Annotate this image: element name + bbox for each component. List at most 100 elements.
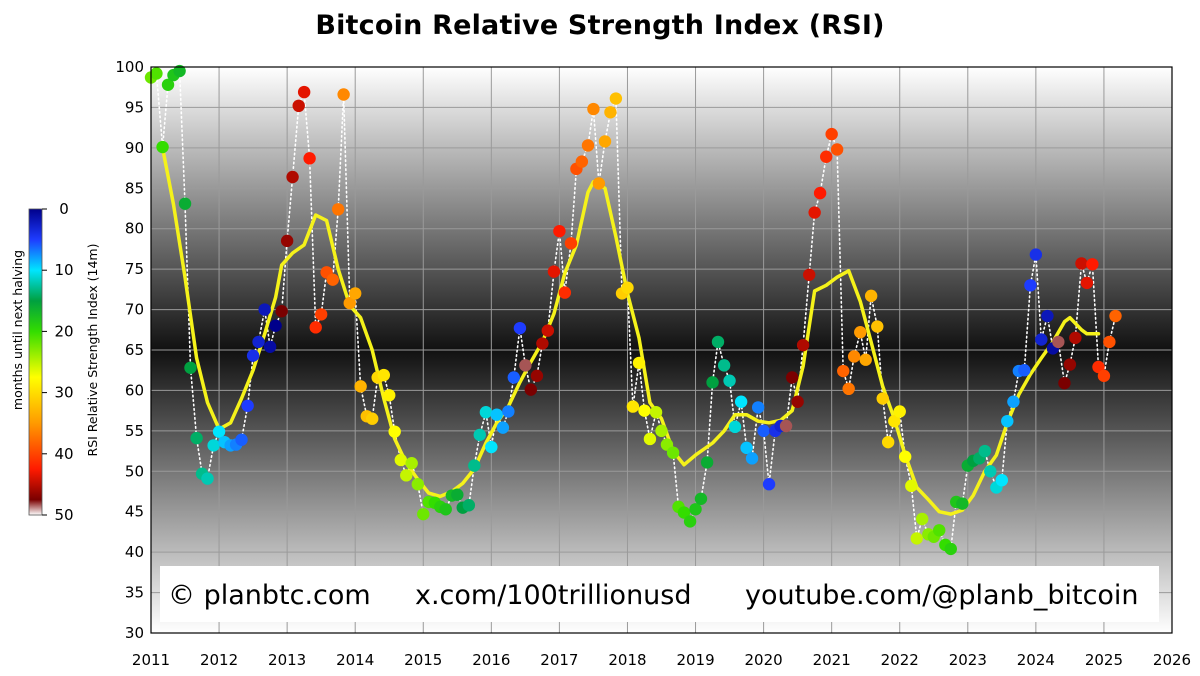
rsi-point	[847, 350, 861, 363]
rsi-point	[864, 289, 878, 303]
rsi-point	[184, 361, 197, 374]
rsi-point	[1035, 333, 1048, 346]
rsi-point	[689, 503, 702, 516]
colorbar-tick-label: 10	[54, 261, 73, 279]
rsi-point	[734, 395, 748, 408]
rsi-point	[388, 425, 401, 438]
rsi-point	[1001, 414, 1014, 428]
x-tick-label: 2020	[745, 651, 783, 669]
rsi-point	[683, 515, 697, 528]
y-tick-label: 100	[115, 58, 144, 76]
x-tick-label: 2026	[1153, 651, 1191, 669]
rsi-point	[694, 492, 708, 505]
rsi-point	[468, 459, 481, 472]
rsi-point	[796, 338, 810, 352]
rsi-point	[643, 432, 657, 446]
y-tick-label: 40	[125, 543, 144, 561]
rsi-point	[592, 177, 606, 190]
rsi-point	[820, 150, 833, 163]
rsi-point	[1092, 360, 1105, 374]
rsi-point	[473, 428, 486, 442]
rsi-point	[1075, 257, 1088, 270]
colorbar-tick-label: 20	[54, 322, 73, 340]
rsi-point	[626, 400, 640, 413]
rsi-point	[263, 340, 277, 353]
x-tick-label: 2011	[132, 651, 170, 669]
x-tick-label: 2024	[1017, 651, 1055, 669]
y-axis-title: RSI Relative Strength Index (14m)	[85, 244, 100, 457]
rsi-point	[439, 503, 452, 516]
x-tick-label: 2018	[608, 651, 646, 669]
rsi-point	[417, 507, 430, 521]
y-tick-label: 85	[125, 179, 144, 197]
rsi-point	[366, 412, 379, 425]
x-tick-label: 2023	[949, 651, 987, 669]
credits-box: © planbtc.com x.com/100trillionusd youtu…	[160, 566, 1159, 622]
rsi-point	[837, 364, 850, 378]
y-tick-label: 80	[125, 220, 144, 238]
rsi-point	[1069, 331, 1082, 345]
rsi-point	[201, 472, 214, 485]
rsi-point	[241, 399, 254, 412]
x-tick-label: 2015	[404, 651, 442, 669]
rsi-point	[728, 420, 742, 434]
rsi-point	[405, 457, 418, 470]
rsi-point	[762, 478, 776, 491]
x-tick-label: 2017	[540, 651, 578, 669]
x-tick-label: 2021	[813, 651, 851, 669]
rsi-point	[303, 152, 316, 165]
rsi-point	[1109, 309, 1122, 323]
rsi-point	[524, 383, 538, 396]
y-tick-label: 70	[125, 301, 144, 319]
x-axis-ticks: 2011 2012 2013 2014 2015 2016 2017 2018 2019 2020…	[132, 651, 1191, 669]
y-tick-label: 65	[125, 341, 144, 359]
x-tick-label: 2012	[200, 651, 238, 669]
y-axis-ticks: 30 35 40 45 50 55 60 65 70 75 80 85 90 95 100	[115, 58, 144, 642]
rsi-point	[178, 197, 192, 210]
colorbar-ticks: 0 10 20 30 40 50	[42, 200, 74, 524]
rsi-point	[269, 319, 282, 332]
rsi-point	[462, 499, 476, 512]
x-tick-label: 2013	[268, 651, 306, 669]
rsi-point	[956, 497, 969, 510]
rsi-point	[649, 406, 663, 419]
rsi-point	[207, 439, 220, 452]
rsi-point	[905, 479, 918, 493]
rsi-point	[1041, 309, 1054, 323]
y-tick-label: 75	[125, 260, 144, 278]
rsi-point	[785, 371, 799, 384]
rsi-point	[258, 303, 271, 316]
rsi-point	[666, 446, 680, 459]
rsi-point	[587, 102, 600, 116]
rsi-point	[803, 268, 816, 282]
x-tick-label: 2025	[1085, 651, 1123, 669]
rsi-point	[530, 369, 544, 383]
credit-planbtc: © planbtc.com	[168, 580, 371, 611]
rsi-point	[286, 170, 299, 184]
rsi-point	[275, 304, 288, 318]
rsi-point	[655, 424, 668, 438]
rsi-point	[1052, 335, 1065, 349]
rsi-point	[604, 106, 617, 119]
rsi-point	[888, 414, 901, 428]
rsi-point	[808, 206, 821, 219]
rsi-point	[507, 371, 520, 384]
x-tick-label: 2014	[336, 651, 374, 669]
moving-average-line	[160, 146, 1101, 516]
y-tick-label: 45	[125, 503, 144, 521]
rsi-point	[173, 64, 186, 78]
rsi-point	[915, 512, 929, 526]
rsi-point	[496, 421, 510, 434]
rsi-point	[632, 356, 646, 370]
rsi-point	[451, 488, 464, 501]
rsi-point	[757, 424, 770, 438]
rsi-points	[144, 64, 1122, 556]
rsi-point	[706, 376, 719, 389]
rsi-point	[1097, 369, 1111, 383]
rsi-point	[740, 441, 753, 455]
rsi-point	[1103, 335, 1116, 349]
rsi-point	[343, 296, 356, 310]
rsi-point	[1007, 395, 1020, 408]
credit-youtube: youtube.com/@planb_bitcoin	[745, 580, 1139, 611]
